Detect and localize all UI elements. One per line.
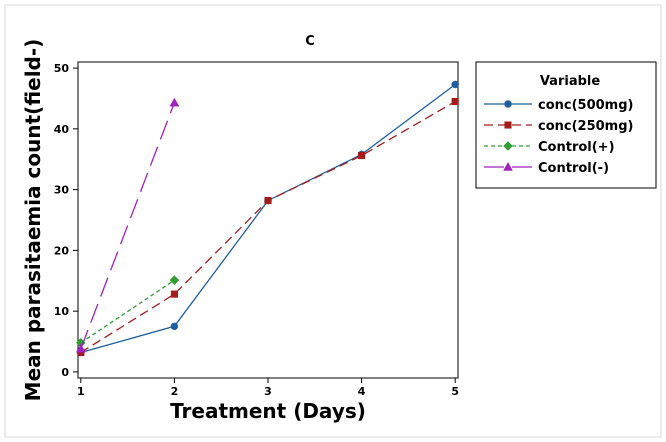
data-point (75, 343, 86, 353)
data-point (170, 322, 179, 331)
y-axis: 0 10 20 30 40 50 (54, 62, 78, 379)
x-tick-label: 5 (451, 385, 459, 398)
data-point (170, 290, 178, 298)
legend-label: Control(-) (538, 161, 609, 176)
y-tick-label: 40 (54, 123, 70, 136)
series-control (75, 97, 180, 353)
legend-item: conc(500mg) (484, 98, 633, 113)
series-line (80, 279, 175, 344)
legend-marker (504, 121, 512, 129)
legend-label: conc(250mg) (538, 119, 633, 134)
y-tick-label: 10 (54, 305, 70, 318)
data-point (451, 97, 459, 106)
series-control (75, 275, 180, 348)
x-tick-label: 4 (358, 385, 366, 398)
x-tick-label: 1 (77, 385, 85, 398)
legend-marker (503, 161, 513, 171)
y-tick-label: 20 (54, 244, 70, 257)
data-point (169, 275, 180, 286)
series-layer (75, 80, 459, 357)
x-tick-label: 2 (171, 385, 179, 398)
x-axis: 1 2 3 4 5 (77, 378, 459, 398)
legend-marker (503, 141, 513, 151)
y-tick-label: 0 (61, 366, 69, 379)
legend-item: Control(-) (484, 161, 609, 176)
legend-label: Control(+) (538, 140, 615, 155)
y-axis-title: Mean parasitaemia count(field-) (21, 39, 45, 402)
chart-title: C (305, 34, 315, 49)
legend-title: Variable (540, 74, 601, 89)
data-point (169, 97, 180, 107)
legend: Variable conc(500mg) conc(250mg) Control(+… (475, 61, 657, 189)
plot-area (77, 61, 459, 379)
legend-item: Control(+) (484, 140, 615, 155)
legend-marker (504, 100, 512, 108)
series-line (80, 102, 176, 350)
y-tick-label: 50 (54, 62, 70, 75)
legend-item: conc(250mg) (484, 119, 633, 134)
legend-label: conc(500mg) (538, 98, 633, 113)
x-tick-label: 3 (264, 385, 272, 398)
y-tick-label: 30 (54, 184, 70, 197)
x-axis-title: Treatment (Days) (170, 399, 366, 423)
data-point (451, 80, 459, 89)
data-point (358, 152, 366, 160)
legend-items: conc(500mg) conc(250mg) Control(+) Control(… (484, 98, 633, 176)
data-point (264, 197, 272, 205)
